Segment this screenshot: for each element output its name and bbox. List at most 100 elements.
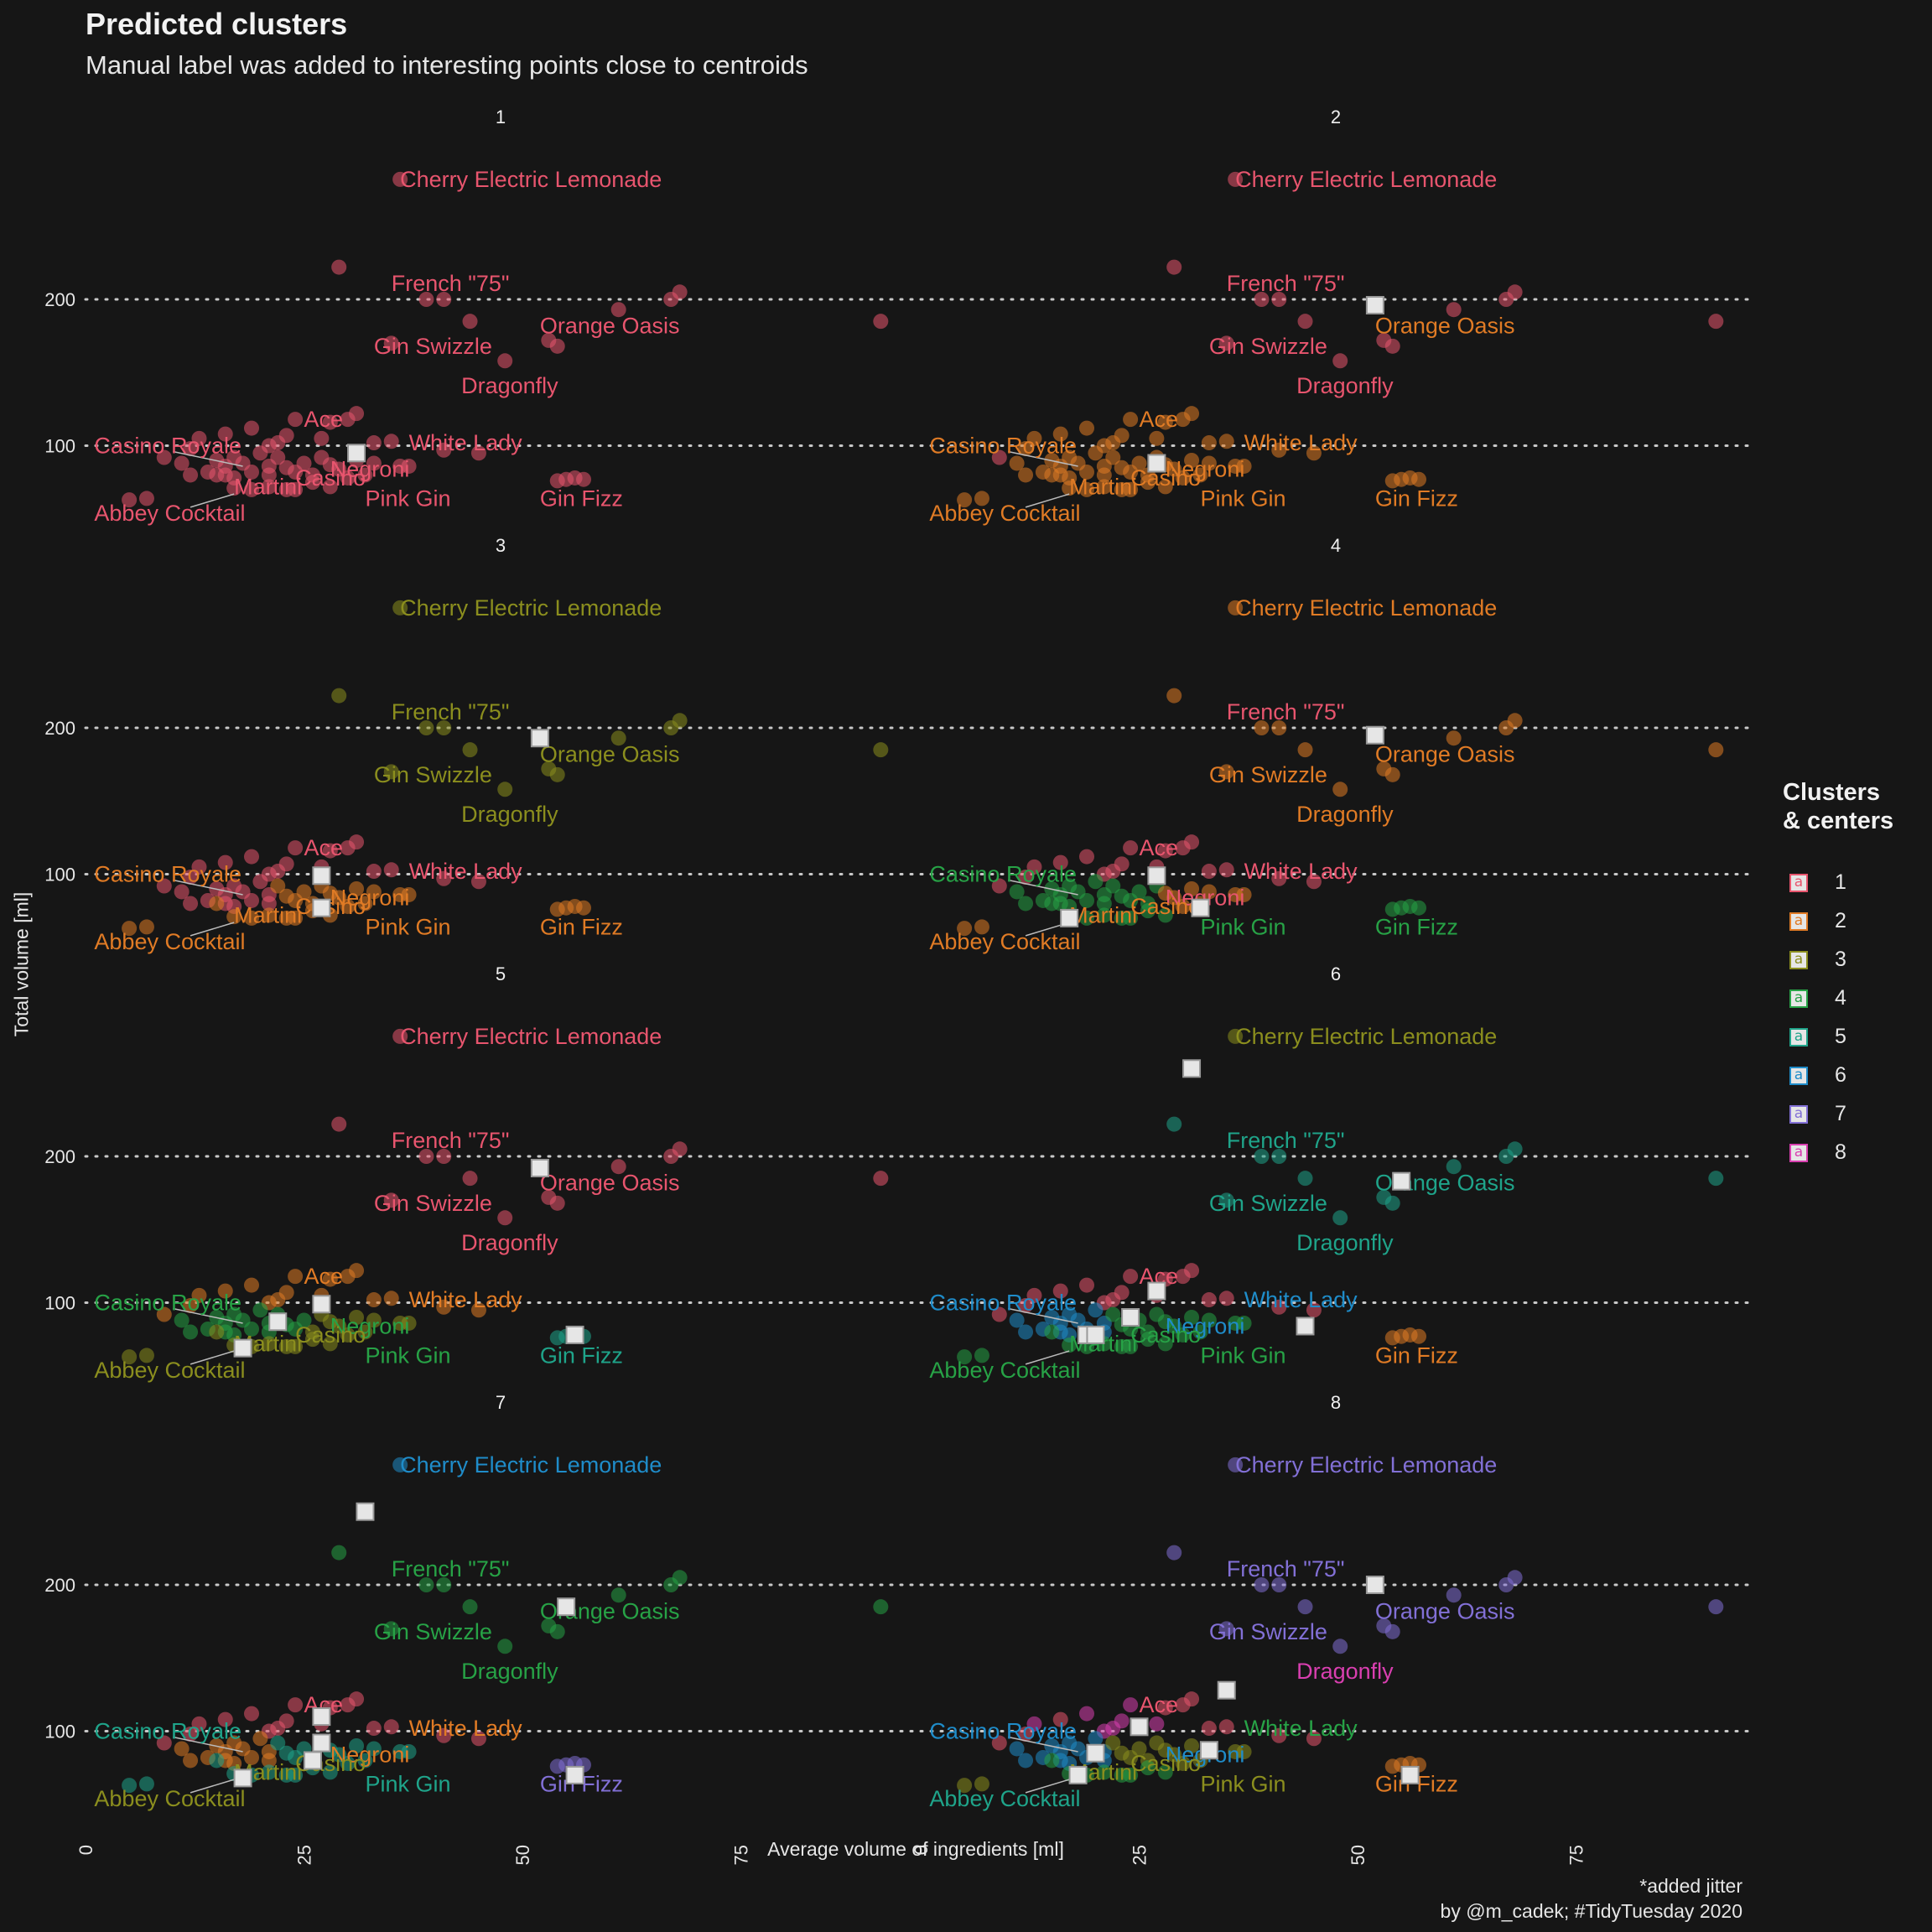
data-point xyxy=(672,1570,688,1586)
data-point xyxy=(1708,1171,1724,1187)
point-label: Gin Fizz xyxy=(540,1343,623,1368)
point-label: Casino xyxy=(1130,894,1201,919)
data-point xyxy=(497,1639,513,1654)
point-label: Abbey Cocktail xyxy=(94,1358,245,1383)
label-leader-line xyxy=(1025,1350,1070,1365)
data-point xyxy=(462,314,478,330)
data-point xyxy=(340,470,356,486)
label-leader-line xyxy=(173,1307,243,1324)
data-point xyxy=(270,1735,286,1751)
cluster-center xyxy=(1365,725,1384,745)
data-point xyxy=(261,479,277,495)
data-point xyxy=(462,1599,478,1615)
data-point xyxy=(576,900,591,916)
data-point xyxy=(340,1755,356,1771)
data-point xyxy=(296,1312,312,1328)
data-point xyxy=(610,730,626,746)
data-point xyxy=(957,1349,973,1365)
facet-panel-2: 2 Cherry Electric Lemonade French "75" Oran… xyxy=(919,106,1753,526)
data-point xyxy=(436,292,452,307)
x-axis-label: Average volume of ingredients [ml] xyxy=(767,1838,1064,1860)
data-point xyxy=(209,1753,225,1768)
data-point xyxy=(392,1028,408,1044)
label-leader-line xyxy=(1008,1736,1078,1753)
facet-strip-title: 7 xyxy=(496,1392,506,1413)
point-label: Ace xyxy=(304,1264,344,1289)
data-point xyxy=(122,492,138,508)
data-point xyxy=(974,1348,989,1363)
data-point xyxy=(1218,1621,1234,1637)
point-label: Cherry Electric Lemonade xyxy=(400,167,662,192)
data-point xyxy=(1096,1764,1112,1780)
data-point xyxy=(1306,1731,1322,1747)
y-tick-label: 200 xyxy=(44,289,75,310)
data-point xyxy=(991,449,1007,465)
data-point xyxy=(672,713,688,729)
data-point xyxy=(383,1719,399,1735)
data-point xyxy=(322,479,338,495)
data-point xyxy=(288,412,304,428)
data-point xyxy=(1105,1306,1121,1322)
data-point xyxy=(183,896,199,911)
cluster-center xyxy=(233,1768,252,1788)
data-point xyxy=(1079,849,1094,865)
data-point xyxy=(1009,884,1025,900)
data-point xyxy=(191,859,207,875)
facet-panel-1: 1 100 200 Cherry Electric Lemonade French "7… xyxy=(44,106,917,526)
data-point xyxy=(270,449,286,465)
data-point xyxy=(873,1171,889,1187)
data-point xyxy=(183,870,199,886)
data-point xyxy=(383,434,399,449)
data-point xyxy=(1052,426,1068,442)
facet-strip-title: 3 xyxy=(496,535,506,556)
point-label: Casino xyxy=(1130,1322,1201,1348)
data-point xyxy=(1236,1743,1252,1759)
data-point xyxy=(418,1149,434,1164)
data-point xyxy=(1201,884,1217,900)
data-point xyxy=(278,1713,294,1729)
data-point xyxy=(1218,764,1234,780)
legend-label: 2 xyxy=(1835,909,1846,932)
data-point xyxy=(1218,862,1234,878)
point-label: Ace xyxy=(1140,835,1179,860)
point-label: Casino Royale xyxy=(929,434,1077,459)
point-label: Gin Swizzle xyxy=(1209,762,1327,787)
data-point xyxy=(357,467,373,483)
data-point xyxy=(1201,455,1217,471)
data-point xyxy=(1507,713,1523,729)
point-label: Gin Fizz xyxy=(1375,486,1458,511)
data-point xyxy=(1079,464,1094,480)
data-point xyxy=(1175,898,1191,914)
facet-panel-4: 4 Cherry Electric Lemonade French "75" Oran… xyxy=(919,535,1753,954)
data-point xyxy=(383,862,399,878)
cluster-center xyxy=(1191,898,1210,917)
point-label: Cherry Electric Lemonade xyxy=(400,595,662,621)
point-label: White Lady xyxy=(409,859,523,884)
data-point xyxy=(383,335,399,351)
data-point xyxy=(1175,470,1191,486)
data-point xyxy=(1009,455,1025,471)
data-point xyxy=(873,314,889,330)
data-point xyxy=(610,302,626,318)
data-point xyxy=(1131,884,1147,900)
data-point xyxy=(1009,1312,1025,1328)
data-point xyxy=(1184,1738,1200,1753)
data-point xyxy=(349,1738,365,1753)
data-point xyxy=(183,1324,199,1340)
cluster-center xyxy=(312,1295,331,1314)
data-point xyxy=(244,481,259,497)
cluster-center xyxy=(1365,295,1384,314)
point-label: Gin Swizzle xyxy=(374,762,492,787)
label-leader-line xyxy=(1008,879,1078,896)
cluster-center xyxy=(1182,1059,1202,1078)
facet-panel-8: 8 0 25 50 75 Cherry Electric Lemonade French "… xyxy=(911,1392,1753,1865)
data-point xyxy=(156,878,172,894)
point-label: Orange Oasis xyxy=(540,741,680,766)
point-label: White Lady xyxy=(409,430,523,455)
data-point xyxy=(209,896,225,911)
data-point xyxy=(217,426,233,442)
data-point xyxy=(1384,338,1400,354)
point-label: White Lady xyxy=(1244,1716,1358,1741)
